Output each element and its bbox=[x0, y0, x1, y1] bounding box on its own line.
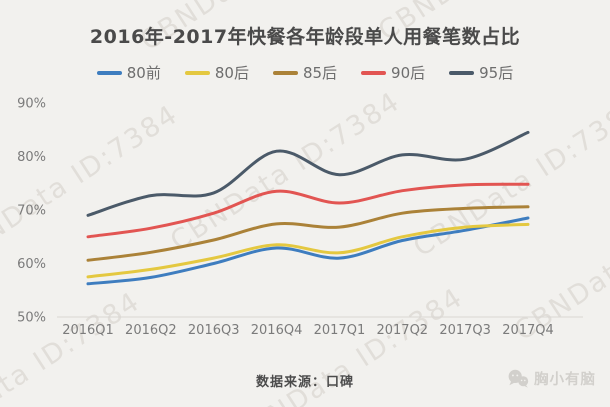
legend-swatch-icon bbox=[184, 70, 210, 75]
chart-legend: 80前 80后 85后 90后 95后 bbox=[0, 62, 610, 83]
legend-item-1[interactable]: 80后 bbox=[184, 62, 249, 83]
brand-badge: 胸小有脑 bbox=[507, 368, 596, 389]
y-tick-label: 70% bbox=[17, 204, 46, 219]
x-tick-label: 2017Q1 bbox=[314, 323, 366, 338]
x-tick-label: 2017Q3 bbox=[439, 323, 491, 338]
x-tick-label: 2017Q4 bbox=[502, 323, 554, 338]
brand-name: 胸小有脑 bbox=[534, 372, 596, 388]
legend-label: 95后 bbox=[479, 64, 514, 82]
legend-label: 80前 bbox=[126, 64, 161, 82]
legend-swatch-icon bbox=[361, 70, 387, 75]
series-line-4 bbox=[86, 130, 530, 217]
x-tick-label: 2016Q1 bbox=[62, 323, 114, 338]
legend-label: 80后 bbox=[214, 64, 249, 82]
legend-item-0[interactable]: 80前 bbox=[96, 62, 161, 83]
y-tick-label: 60% bbox=[17, 257, 46, 272]
y-tick-label: 90% bbox=[17, 97, 46, 112]
legend-swatch-icon bbox=[272, 70, 298, 75]
series-line-0 bbox=[86, 216, 530, 286]
y-tick-label: 80% bbox=[17, 150, 46, 165]
x-tick-label: 2016Q4 bbox=[251, 323, 303, 338]
wechat-icon bbox=[507, 369, 529, 388]
legend-item-4[interactable]: 95后 bbox=[449, 62, 513, 83]
series-line-3 bbox=[86, 182, 530, 239]
x-tick-label: 2016Q2 bbox=[125, 323, 177, 338]
series-line-2 bbox=[86, 205, 530, 262]
legend-label: 85后 bbox=[302, 64, 338, 82]
legend-swatch-icon bbox=[96, 70, 122, 75]
legend-swatch-icon bbox=[449, 70, 475, 75]
legend-item-2[interactable]: 85后 bbox=[272, 62, 338, 83]
x-tick-label: 2017Q2 bbox=[376, 323, 428, 338]
series-line-1 bbox=[86, 222, 530, 279]
data-source-note: 数据来源：口碑 bbox=[255, 375, 354, 390]
y-tick-label: 50% bbox=[17, 311, 46, 326]
legend-label: 90后 bbox=[391, 64, 426, 82]
legend-item-3[interactable]: 90后 bbox=[361, 62, 425, 83]
chart-title: 2016年-2017年快餐各年龄段单人用餐笔数占比 bbox=[89, 26, 521, 48]
x-tick-label: 2016Q3 bbox=[188, 323, 240, 338]
